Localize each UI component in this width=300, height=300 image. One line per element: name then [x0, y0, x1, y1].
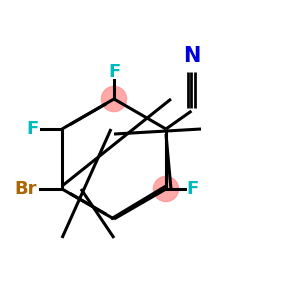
- Text: F: F: [108, 63, 120, 81]
- Text: Br: Br: [15, 180, 37, 198]
- Text: F: F: [26, 120, 38, 138]
- Circle shape: [153, 176, 178, 202]
- Text: F: F: [187, 180, 199, 198]
- Circle shape: [101, 86, 127, 112]
- Text: N: N: [183, 46, 200, 65]
